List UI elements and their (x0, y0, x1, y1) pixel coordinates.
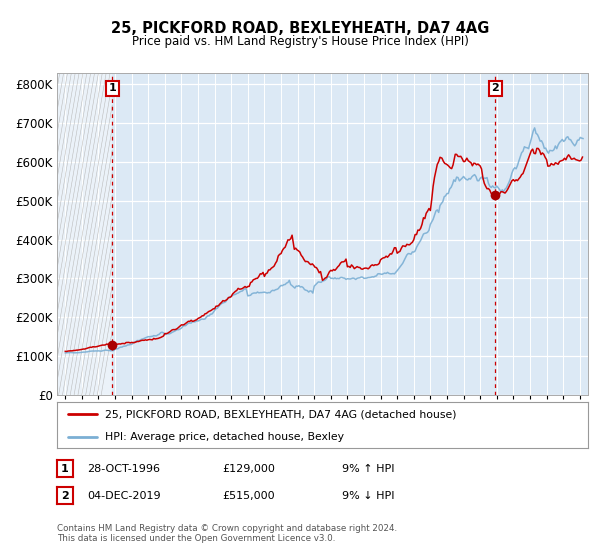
Text: 1: 1 (109, 83, 116, 94)
Text: 28-OCT-1996: 28-OCT-1996 (87, 464, 160, 474)
Text: 9% ↑ HPI: 9% ↑ HPI (342, 464, 395, 474)
Text: HPI: Average price, detached house, Bexley: HPI: Average price, detached house, Bexl… (105, 432, 344, 441)
Text: 1: 1 (61, 464, 68, 474)
Text: 04-DEC-2019: 04-DEC-2019 (87, 491, 161, 501)
Text: 25, PICKFORD ROAD, BEXLEYHEATH, DA7 4AG (detached house): 25, PICKFORD ROAD, BEXLEYHEATH, DA7 4AG … (105, 409, 456, 419)
Text: 9% ↓ HPI: 9% ↓ HPI (342, 491, 395, 501)
Text: 2: 2 (61, 491, 68, 501)
Text: £129,000: £129,000 (222, 464, 275, 474)
Text: Price paid vs. HM Land Registry's House Price Index (HPI): Price paid vs. HM Land Registry's House … (131, 35, 469, 48)
Text: 2: 2 (491, 83, 499, 94)
Text: Contains HM Land Registry data © Crown copyright and database right 2024.
This d: Contains HM Land Registry data © Crown c… (57, 524, 397, 543)
Text: £515,000: £515,000 (222, 491, 275, 501)
Text: 25, PICKFORD ROAD, BEXLEYHEATH, DA7 4AG: 25, PICKFORD ROAD, BEXLEYHEATH, DA7 4AG (111, 21, 489, 36)
